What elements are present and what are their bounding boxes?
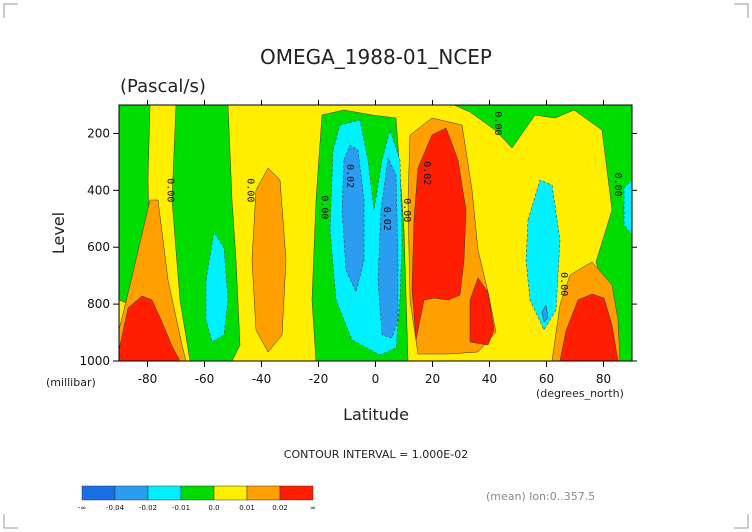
contour-label: 0.00 <box>244 178 255 202</box>
y-unit-label: (millibar) <box>46 376 96 389</box>
y-tick-label: 600 <box>87 240 110 254</box>
colorbar-swatch <box>114 485 149 501</box>
region-red-4 <box>559 293 619 361</box>
region-blue-3 <box>541 304 549 323</box>
colorbar-label: 0.0 <box>208 504 219 512</box>
colorbar-label: 0.02 <box>272 504 288 512</box>
colorbar-swatch <box>147 485 182 501</box>
x-tick-label: -80 <box>138 372 158 386</box>
region-red-3 <box>469 277 495 346</box>
x-tick-label: -60 <box>195 372 215 386</box>
contour-label: 0.02 <box>381 207 392 231</box>
x-tick-label: 80 <box>596 372 611 386</box>
contour-label: 0.00 <box>164 178 175 202</box>
x-tick-label: 0 <box>372 372 380 386</box>
contour-label: 0.00 <box>558 272 569 296</box>
x-unit-label: (degrees_north) <box>536 387 624 400</box>
contour-label: 0.00 <box>612 173 623 197</box>
region-red-2 <box>411 127 467 341</box>
contour-label: 0.02 <box>421 161 432 185</box>
x-tick-label: 40 <box>482 372 497 386</box>
contour-interval: CONTOUR INTERVAL = 1.000E-02 <box>284 448 468 461</box>
y-axis: 1000 800 600 400 200 <box>79 126 637 368</box>
x-axis: -80 -60 -40 -20 0 20 40 60 80 <box>138 100 611 386</box>
colorbar-swatch <box>81 485 116 501</box>
x-tick-label: -20 <box>309 372 329 386</box>
footnote-mean: (mean) lon:0..357.5 <box>486 490 595 503</box>
chart-title: OMEGA_1988-01_NCEP <box>260 45 492 69</box>
crop-marks <box>3 3 749 529</box>
colorbar-swatch <box>213 485 248 501</box>
region-blue-1 <box>341 144 365 293</box>
colorbar-label: ∞ <box>310 504 316 512</box>
x-axis-title: Latitude <box>343 405 409 424</box>
colorbar-swatch <box>279 485 314 501</box>
x-tick-label: 20 <box>425 372 440 386</box>
region-red-1 <box>119 295 181 361</box>
colorbar-label: -0.02 <box>139 504 157 512</box>
colorbar-swatch <box>246 485 281 501</box>
colorbar: -∞ -0.04 -0.02 -0.01 0.0 0.01 0.02 ∞ <box>78 485 316 512</box>
plot-area <box>119 105 632 361</box>
contour-label: 0.00 <box>318 195 329 219</box>
chart-subtitle: (Pascal/s) <box>120 76 206 97</box>
y-tick-label: 1000 <box>79 354 110 368</box>
region-cyan-3 <box>525 179 561 331</box>
contour-label: 0.00 <box>401 198 412 222</box>
region-cyan-edge <box>623 179 632 236</box>
y-tick-label: 400 <box>87 183 110 197</box>
y-axis-title: Level <box>49 212 68 254</box>
region-cyan-1 <box>205 231 229 343</box>
colorbar-label: 0.01 <box>239 504 255 512</box>
colorbar-label: -0.04 <box>106 504 125 512</box>
colorbar-label: -0.01 <box>172 504 190 512</box>
colorbar-label: -∞ <box>78 504 86 512</box>
colorbar-swatch <box>180 485 215 501</box>
y-tick-label: 800 <box>87 297 110 311</box>
region-blue-2 <box>377 157 399 339</box>
contour-label: 0.02 <box>344 164 355 188</box>
region-orange-2 <box>251 167 287 353</box>
x-tick-label: 60 <box>539 372 554 386</box>
y-tick-label: 200 <box>87 126 110 140</box>
contour-labels: 0.00 0.00 0.00 0.02 0.02 0.00 0.02 0.00 0.00 0.00 <box>164 111 622 296</box>
contour-label: 0.00 <box>492 111 503 135</box>
x-tick-label: -40 <box>252 372 272 386</box>
